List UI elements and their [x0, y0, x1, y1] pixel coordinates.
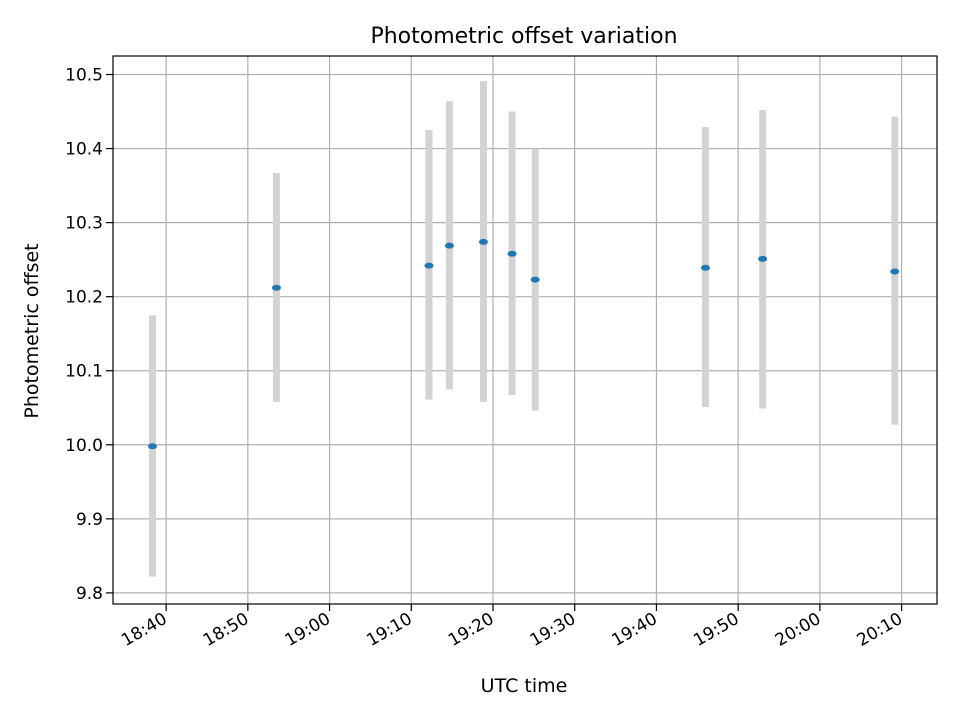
- data-point: [700, 264, 710, 271]
- data-points: [147, 238, 900, 450]
- grid: [113, 56, 937, 604]
- y-tick-label: 9.9: [76, 510, 103, 530]
- y-tick-label: 10.2: [65, 288, 103, 308]
- y-tick-label: 10.3: [65, 214, 103, 234]
- data-point: [444, 242, 454, 249]
- plot-frame: [112, 55, 938, 605]
- y-tick-label: 10.5: [65, 66, 103, 86]
- data-point: [758, 255, 768, 262]
- y-tick-label: 10.1: [65, 362, 103, 382]
- data-point: [478, 238, 488, 245]
- data-point: [890, 268, 900, 275]
- data-point: [530, 276, 540, 283]
- y-axis-label: Photometric offset: [21, 243, 43, 418]
- data-point: [424, 262, 434, 269]
- x-axis-label: UTC time: [481, 675, 568, 697]
- data-point: [271, 284, 281, 291]
- data-point: [147, 443, 157, 450]
- y-tick-label: 10.4: [65, 140, 103, 160]
- y-tick-label: 10.0: [65, 436, 103, 456]
- y-tick-label: 9.8: [76, 584, 103, 604]
- chart-title: Photometric offset variation: [370, 24, 677, 49]
- y-axis: 9.8 9.9 10.0 10.1 10.2 10.3 10.4 10.5: [65, 66, 113, 604]
- data-point: [507, 250, 517, 257]
